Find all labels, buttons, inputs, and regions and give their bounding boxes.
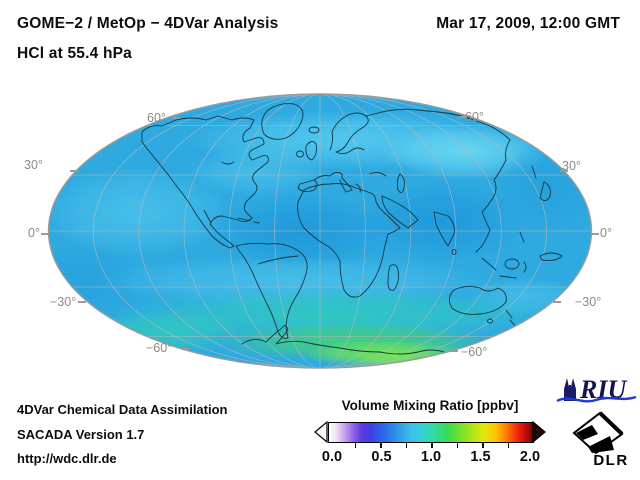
timestamp: Mar 17, 2009, 12:00 GMT (436, 15, 620, 32)
dlr-logo-text: DLR (593, 452, 628, 468)
world-map (47, 93, 593, 369)
lat-tick (591, 233, 599, 235)
dlr-emblem-icon (572, 411, 624, 455)
page-title: GOME−2 / MetOp − 4DVar Analysis (17, 15, 279, 32)
page-subtitle: HCl at 55.4 hPa (17, 45, 132, 62)
colorbar-label-05: 0.5 (371, 449, 392, 465)
lat-label-right-m30: −30° (575, 295, 602, 309)
colorbar-label-1: 1.0 (420, 449, 442, 465)
lat-tick (78, 301, 86, 303)
lat-label-right-60: 60° (465, 110, 484, 124)
colorbar-minor-tick (380, 443, 382, 448)
dlr-logo: DLR (572, 411, 628, 468)
lat-tick (560, 170, 568, 172)
colorbar-label-0: 0.0 (321, 449, 343, 465)
colorbar-minor-tick (405, 443, 407, 448)
colorbar-minor-tick (431, 443, 433, 448)
colorbar-minor-tick (456, 443, 458, 448)
colorbar-arrows (314, 420, 546, 444)
footer-line-2: SACADA Version 1.7 (17, 427, 145, 442)
lat-tick (172, 117, 180, 119)
lat-label-left-m60: −60° (146, 341, 173, 355)
lat-label-left-60: 60° (147, 111, 166, 125)
colorbar-label-2: 2.0 (519, 449, 541, 465)
lat-tick (41, 233, 49, 235)
lat-label-left-0: 0° (28, 226, 40, 240)
lat-tick (450, 350, 458, 352)
riu-cathedral-icon (564, 378, 576, 401)
footer-line-3: http://wdc.dlr.de (17, 451, 117, 466)
lat-label-right-30: 30° (562, 159, 581, 173)
colorbar: Volume Mixing Ratio [ppbv] 0.0 0.5 1.0 1… (310, 396, 550, 476)
colorbar-label-15: 1.5 (470, 449, 491, 465)
footer-line-1: 4DVar Chemical Data Assimilation (17, 402, 228, 417)
map-border (47, 93, 593, 369)
riu-wave-icon (556, 395, 637, 403)
lat-label-right-m60: −60° (461, 345, 488, 359)
riu-logo: RIU (556, 375, 637, 404)
lat-tick (181, 348, 189, 350)
lat-tick (458, 116, 466, 118)
lat-label-left-30: 30° (24, 158, 43, 172)
lat-label-right-0: 0° (600, 226, 612, 240)
lat-tick (553, 301, 561, 303)
colorbar-minor-tick (482, 443, 484, 448)
colorbar-title: Volume Mixing Ratio [ppbv] (341, 398, 519, 413)
lat-label-left-m30: −30° (50, 295, 77, 309)
colorbar-minor-tick (507, 443, 509, 448)
lat-tick (70, 170, 78, 172)
colorbar-minor-tick (354, 443, 356, 448)
